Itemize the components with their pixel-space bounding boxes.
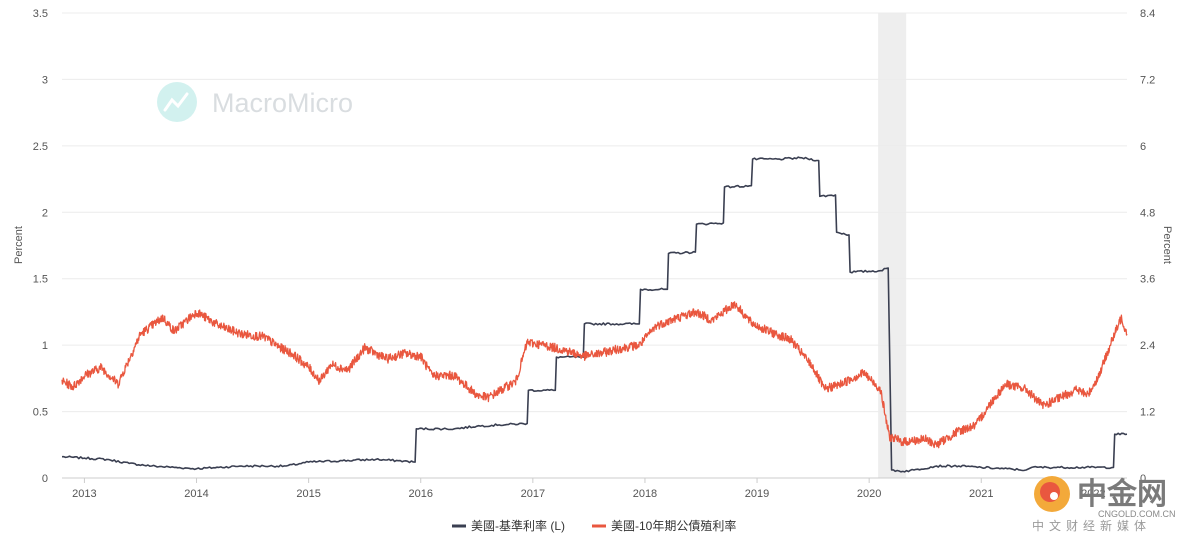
macromicro-logo-icon <box>157 82 197 122</box>
x-tick-label: 2013 <box>72 488 96 500</box>
right-tick-label: 0 <box>1140 473 1146 485</box>
left-tick-label: 0 <box>42 473 48 485</box>
cngold-logo-name: 中金网 <box>1077 477 1167 512</box>
x-tick-label: 2020 <box>857 488 881 500</box>
left-tick-label: 0.5 <box>33 407 48 419</box>
left-tick-label: 3.5 <box>33 8 48 20</box>
series-line-10y-yield <box>61 301 1128 449</box>
cngold-logo-tagline: 中文财经新媒体 <box>1032 518 1151 533</box>
macromicro-watermark: MacroMicro <box>157 82 353 122</box>
left-tick-label: 1 <box>42 340 48 352</box>
watermark-text: MacroMicro <box>212 88 353 118</box>
right-tick-label: 7.2 <box>1140 74 1155 86</box>
legend-label: 美國-基準利率 (L) <box>471 518 565 533</box>
right-tick-label: 6 <box>1140 141 1146 153</box>
shaded-period-band <box>878 13 907 478</box>
x-tick-label: 2015 <box>296 488 320 500</box>
right-tick-label: 1.2 <box>1140 407 1155 419</box>
x-tick-label: 2022 <box>1081 488 1105 500</box>
x-tick-label: 2021 <box>969 488 993 500</box>
left-axis-title: Percent <box>13 226 25 264</box>
cngold-logo: 中金网 CNGOLD.COM.CN 中文财经新媒体 <box>1032 476 1176 533</box>
right-axis-title: Percent <box>1161 226 1173 264</box>
cngold-logo-domain: CNGOLD.COM.CN <box>1098 509 1176 519</box>
series-line-policy-rate <box>62 156 1128 473</box>
right-tick-label: 8.4 <box>1140 8 1155 20</box>
x-tick-label: 2019 <box>745 488 769 500</box>
left-tick-label: 1.5 <box>33 274 48 286</box>
left-tick-label: 2 <box>42 207 48 219</box>
x-tick-label: 2017 <box>521 488 545 500</box>
left-tick-label: 3 <box>42 74 48 86</box>
x-tick-label: 2018 <box>633 488 657 500</box>
right-tick-label: 3.6 <box>1140 274 1155 286</box>
right-tick-label: 4.8 <box>1140 207 1155 219</box>
x-tick-label: 2016 <box>408 488 432 500</box>
left-tick-label: 2.5 <box>33 141 48 153</box>
right-tick-label: 2.4 <box>1140 340 1155 352</box>
x-tick-label: 2014 <box>184 488 208 500</box>
legend-label: 美國-10年期公債殖利率 <box>611 518 736 533</box>
